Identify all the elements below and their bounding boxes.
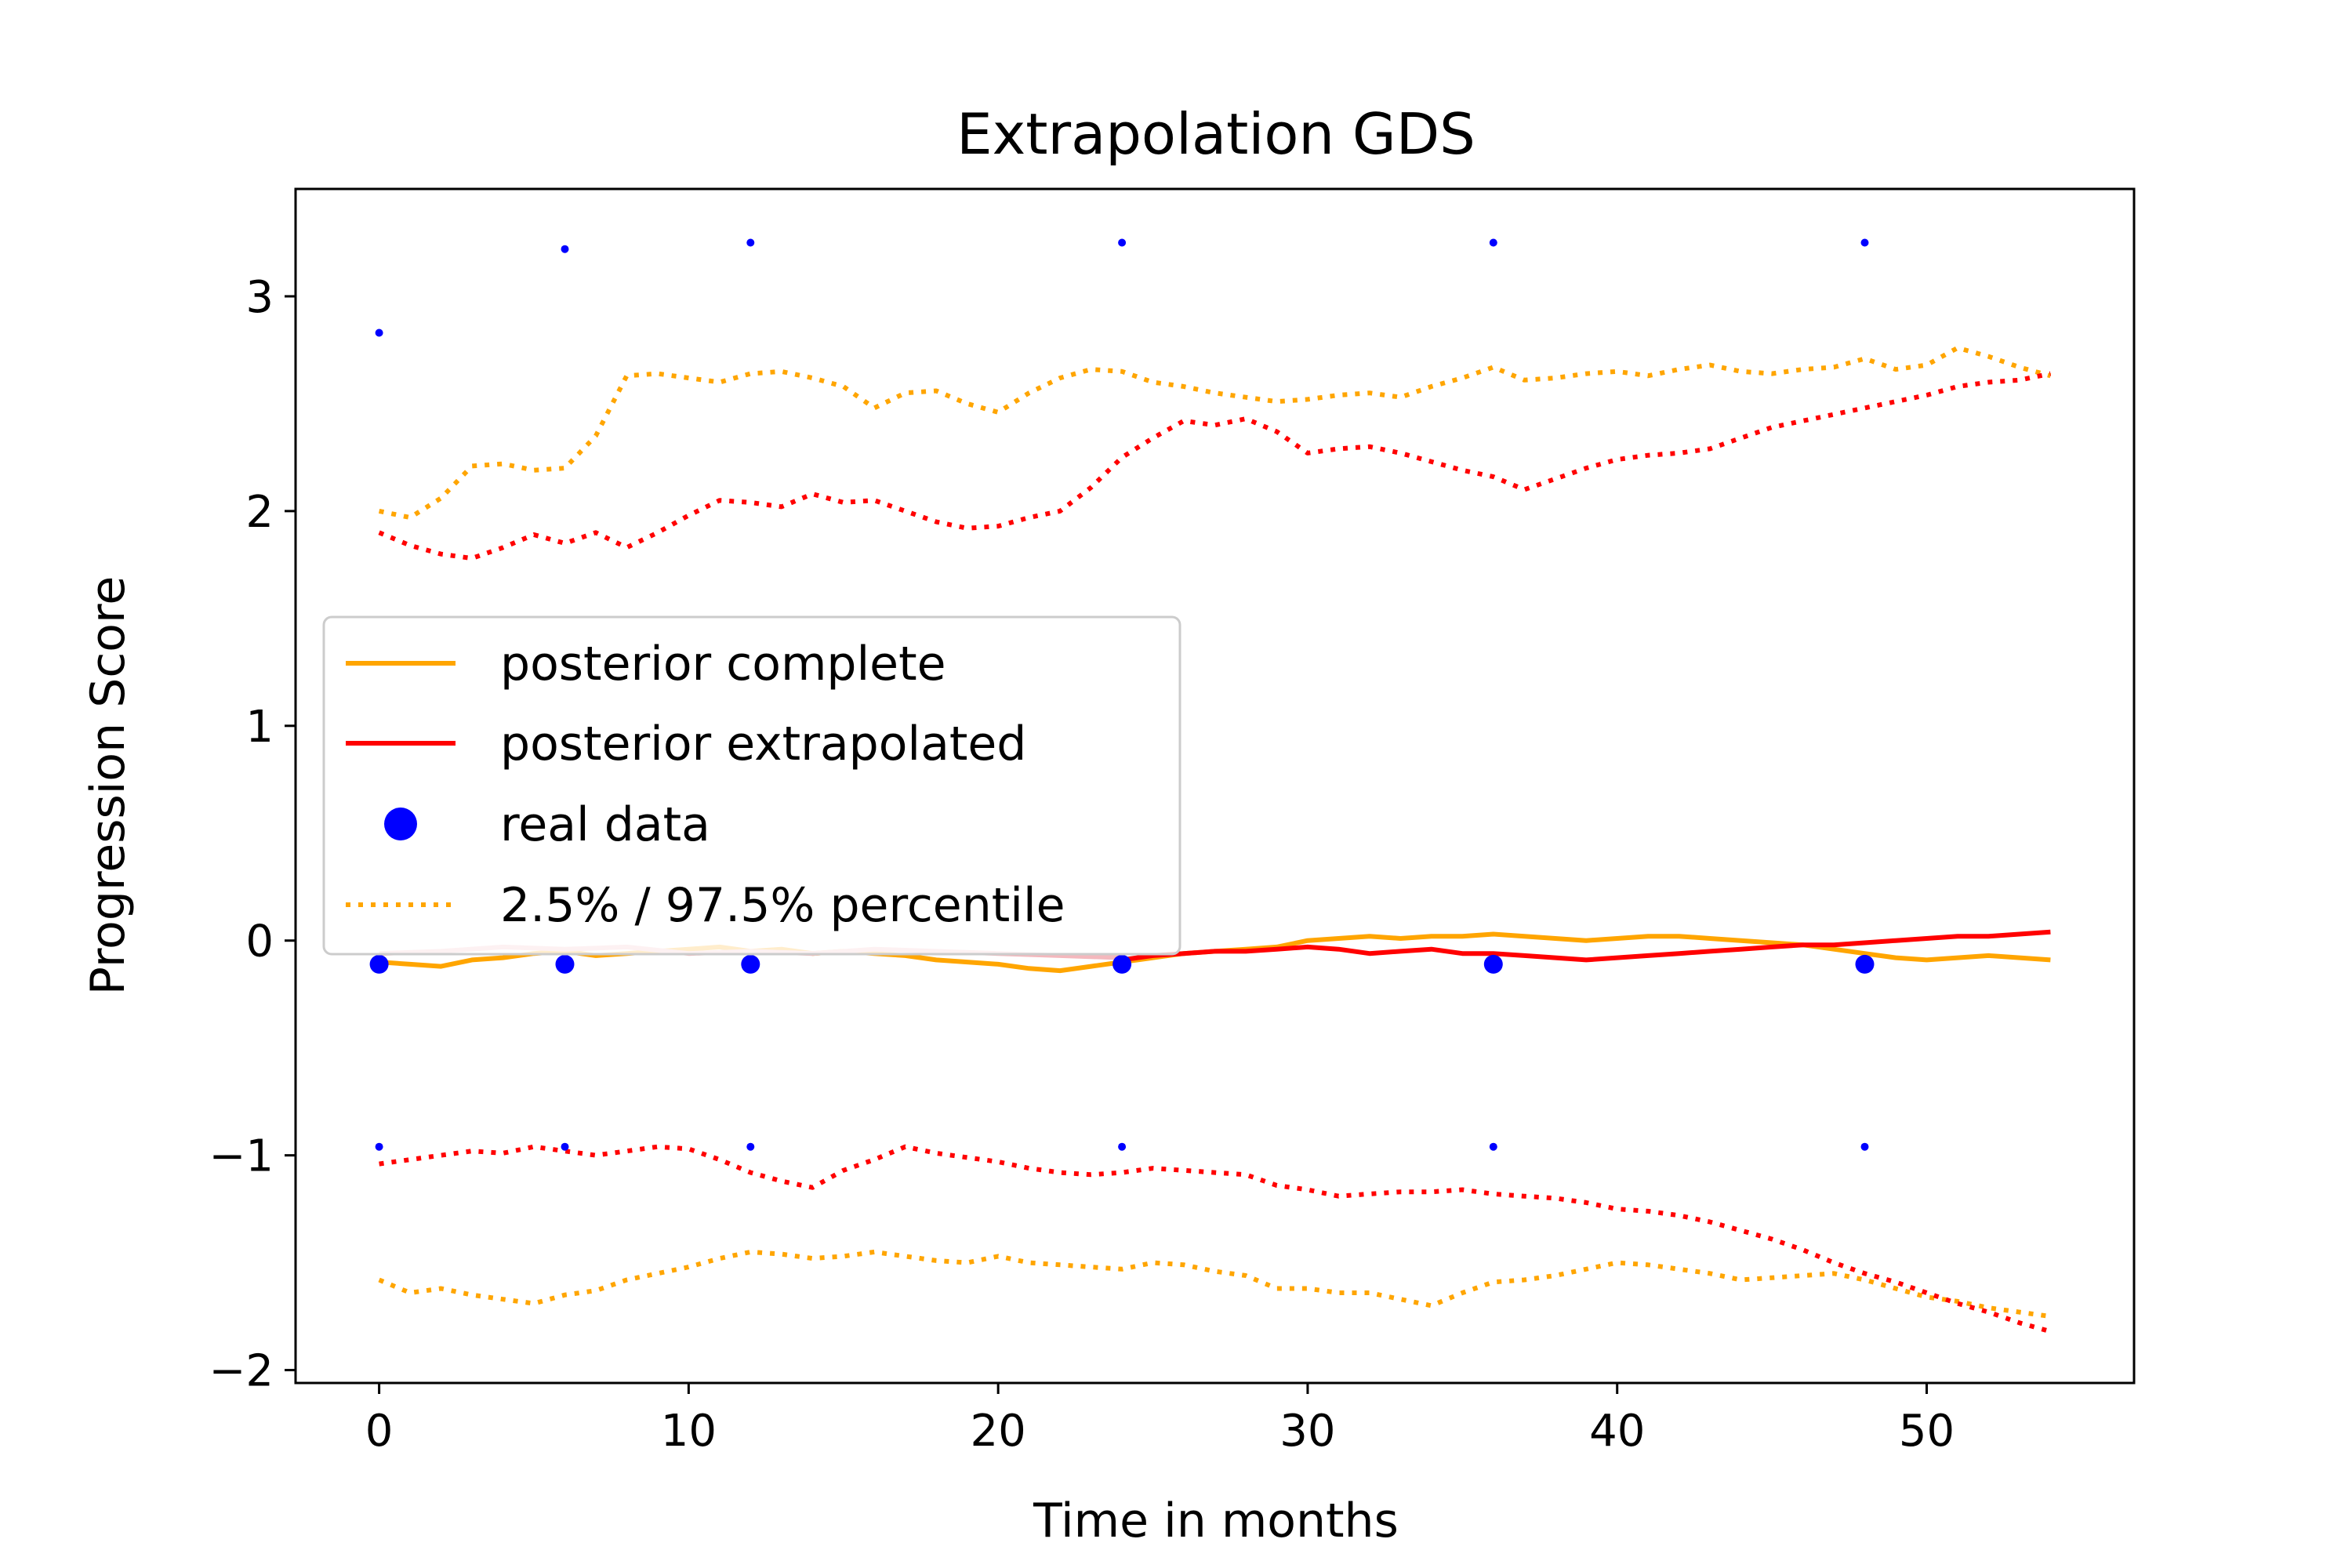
real-data-point — [369, 954, 389, 974]
x-tick-label: 50 — [1899, 1406, 1955, 1457]
real-data-upper-point — [375, 328, 383, 337]
legend-swatch-real-data — [384, 808, 417, 840]
real-data-lower-point — [375, 1142, 383, 1151]
legend-label-posterior-extrapolated: posterior extrapolated — [500, 717, 1026, 771]
x-tick-label: 40 — [1589, 1406, 1645, 1457]
real-data-lower-point — [561, 1142, 569, 1151]
y-tick-label: −2 — [209, 1346, 274, 1397]
real-data-upper-point — [746, 238, 755, 247]
plot-frame — [294, 187, 2136, 1385]
upper-percentile-complete-line — [378, 345, 2052, 521]
x-tick-label: 0 — [365, 1406, 394, 1457]
y-axis-label: Progression Score — [81, 576, 136, 996]
lower-percentile-extrapolated-line — [379, 1144, 2052, 1334]
real-data-lower-point — [1489, 1142, 1497, 1151]
legend-label-percentile: 2.5% / 97.5% percentile — [500, 878, 1065, 933]
posterior-extrapolated-line — [1121, 929, 2051, 963]
real-data-lower-point — [746, 1142, 755, 1151]
real-data-lower-point — [1860, 1142, 1869, 1151]
lower-percentile-complete-line — [378, 1249, 2051, 1319]
legend: posterior complete posterior extrapolate… — [322, 615, 1181, 956]
y-axis: −2 −1 0 1 2 3 — [209, 272, 296, 1397]
y-tick-label: −1 — [209, 1131, 274, 1182]
real-data-point — [1112, 954, 1132, 974]
x-tick-label: 30 — [1279, 1406, 1335, 1457]
y-tick-label: 2 — [245, 487, 274, 538]
real-data-upper-point — [1489, 238, 1497, 247]
real-data-point — [555, 954, 575, 974]
y-tick-label: 3 — [245, 272, 274, 323]
x-tick-label: 10 — [661, 1406, 717, 1457]
legend-label-posterior-complete: posterior complete — [500, 637, 946, 691]
real-data-upper-point — [561, 245, 569, 253]
chart-title: Extrapolation GDS — [956, 101, 1475, 167]
y-tick-label: 1 — [245, 702, 274, 753]
real-data-upper-point — [1860, 238, 1869, 247]
real-data-upper-point — [1118, 238, 1127, 247]
real-data-point — [741, 954, 760, 974]
y-tick-label: 0 — [245, 916, 274, 967]
legend-box — [322, 615, 1181, 956]
real-data-point — [1855, 954, 1875, 974]
real-data-lower-point — [1118, 1142, 1127, 1151]
legend-label-real-data: real data — [500, 797, 710, 852]
x-tick-label: 20 — [971, 1406, 1026, 1457]
x-axis-label: Time in months — [1033, 1494, 1399, 1548]
x-axis: 0 10 20 30 40 50 — [365, 1383, 1955, 1457]
real-data-point — [1483, 954, 1503, 974]
